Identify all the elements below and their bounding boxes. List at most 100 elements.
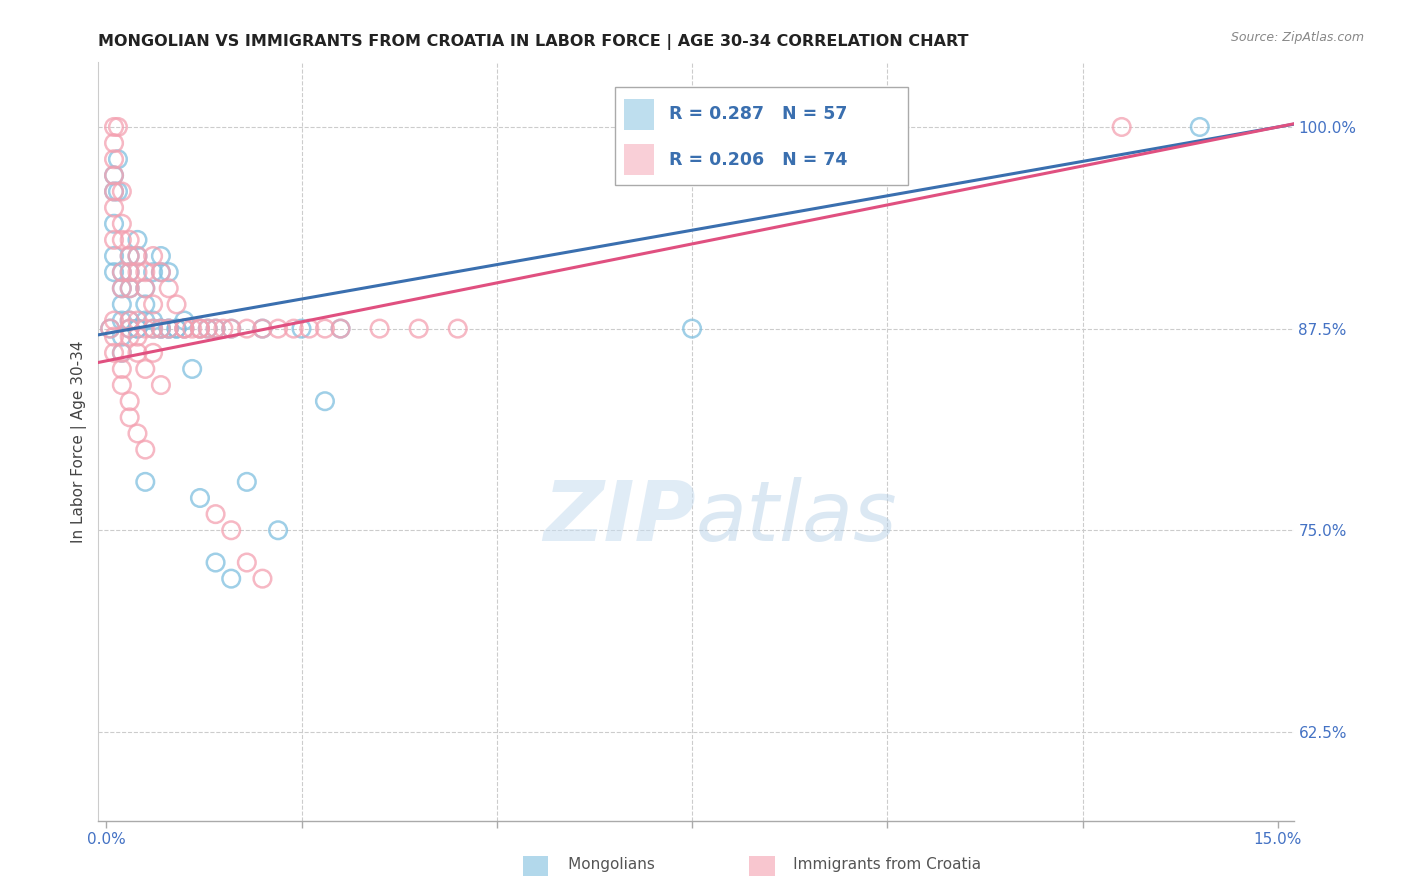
Point (219, 572, 242, 586)
Point (98, 321, 121, 335)
Point (118, 281, 141, 295)
Text: MONGOLIAN VS IMMIGRANTS FROM CROATIA IN LABOR FORCE | AGE 30-34 CORRELATION CHAR: MONGOLIAN VS IMMIGRANTS FROM CROATIA IN … (98, 34, 969, 50)
Point (103, 249, 125, 263)
Point (134, 281, 156, 295)
Y-axis label: In Labor Force | Age 30-34: In Labor Force | Age 30-34 (72, 340, 87, 543)
Point (181, 362, 204, 376)
Point (212, 321, 235, 335)
Point (157, 321, 180, 335)
Point (188, 491, 211, 505)
Point (103, 217, 125, 231)
Point (197, 321, 219, 335)
Point (118, 313, 141, 327)
Bar (624, 145, 654, 175)
Point (173, 321, 195, 335)
Point (118, 249, 141, 263)
Text: R = 0.206   N = 74: R = 0.206 N = 74 (669, 151, 848, 169)
Point (103, 201, 125, 215)
Point (204, 507, 226, 521)
Text: Mongolians: Mongolians (534, 857, 655, 872)
Point (219, 321, 242, 335)
Point (111, 281, 134, 295)
Point (173, 321, 195, 335)
Point (681, 321, 703, 335)
Point (111, 362, 134, 376)
Point (107, 185, 129, 199)
Point (314, 321, 336, 335)
Point (111, 265, 134, 279)
Point (329, 321, 352, 335)
Point (142, 313, 165, 327)
Point (103, 185, 125, 199)
Point (118, 249, 141, 263)
Point (127, 426, 149, 441)
Point (267, 523, 290, 537)
Point (236, 321, 259, 335)
Point (252, 321, 274, 335)
Point (188, 321, 211, 335)
Point (134, 297, 156, 311)
Point (188, 321, 211, 335)
Point (157, 265, 180, 279)
Point (204, 556, 226, 570)
Point (134, 281, 156, 295)
Point (107, 120, 129, 134)
Point (111, 329, 134, 343)
Point (103, 346, 125, 360)
Point (103, 233, 125, 247)
Point (142, 346, 165, 360)
Point (134, 362, 156, 376)
Point (283, 321, 305, 335)
Point (447, 321, 470, 335)
Point (111, 378, 134, 392)
Point (134, 265, 156, 279)
Text: Immigrants from Croatia: Immigrants from Croatia (759, 857, 981, 872)
Point (149, 249, 172, 263)
Point (149, 321, 172, 335)
Point (181, 321, 204, 335)
Point (134, 442, 156, 457)
Point (127, 313, 149, 327)
Point (157, 321, 180, 335)
Text: Source: ZipAtlas.com: Source: ZipAtlas.com (1230, 31, 1364, 45)
Point (134, 313, 156, 327)
Point (204, 321, 226, 335)
Point (149, 378, 172, 392)
Point (188, 321, 211, 335)
Point (149, 265, 172, 279)
Point (118, 281, 141, 295)
Point (118, 410, 141, 425)
Point (107, 153, 129, 167)
Point (197, 321, 219, 335)
Point (118, 321, 141, 335)
Point (219, 523, 242, 537)
Point (127, 329, 149, 343)
Point (368, 321, 391, 335)
Point (103, 185, 125, 199)
Point (252, 321, 274, 335)
Point (142, 297, 165, 311)
Point (111, 297, 134, 311)
Point (111, 233, 134, 247)
Point (149, 321, 172, 335)
Bar (624, 99, 654, 130)
Point (103, 169, 125, 183)
Text: ZIP: ZIP (543, 477, 696, 558)
Point (111, 185, 134, 199)
Point (173, 313, 195, 327)
Point (236, 475, 259, 489)
Point (157, 281, 180, 295)
Point (118, 394, 141, 409)
Point (111, 346, 134, 360)
Point (98, 321, 121, 335)
Point (118, 265, 141, 279)
Point (142, 321, 165, 335)
Point (127, 321, 149, 335)
Point (127, 265, 149, 279)
Point (111, 313, 134, 327)
Point (134, 475, 156, 489)
Point (127, 321, 149, 335)
Point (103, 329, 125, 343)
Point (127, 249, 149, 263)
Point (103, 169, 125, 183)
